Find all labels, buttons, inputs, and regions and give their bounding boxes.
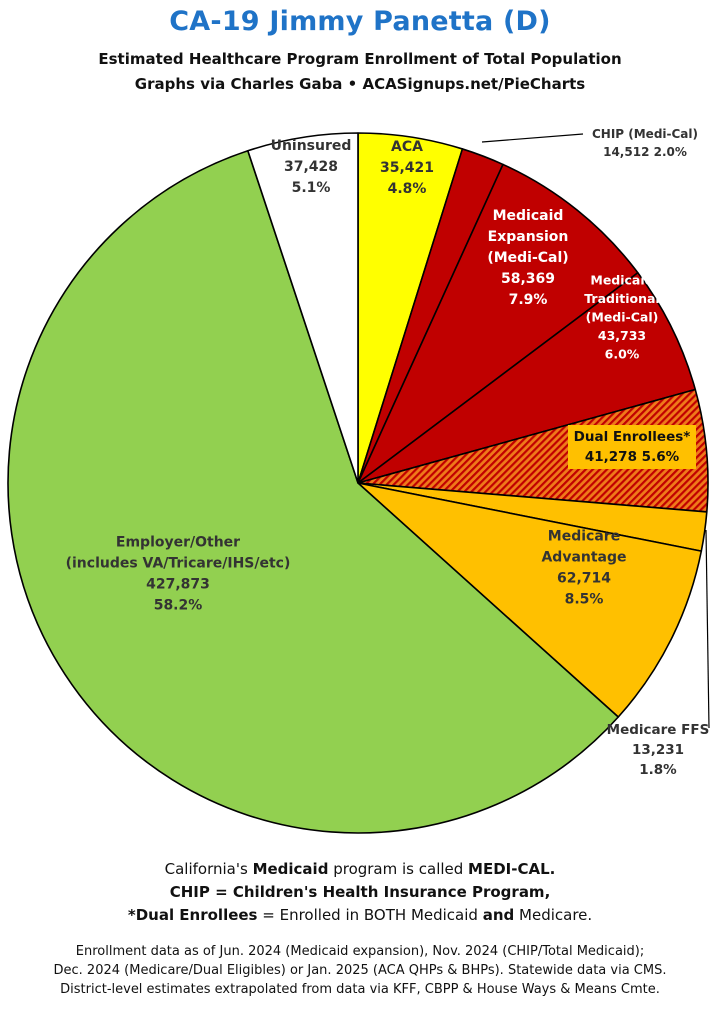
slice-label-medicaid-traditional-medi-cal: 6.0% <box>605 347 640 362</box>
footnote-line: *Dual Enrollees = Enrolled in BOTH Medic… <box>127 906 593 924</box>
source-note-line: Enrollment data as of Jun. 2024 (Medicai… <box>75 944 645 959</box>
slice-uninsured <box>247 132 359 484</box>
slice-label-medicaid-expansion-medi-cal: (Medi-Cal) <box>487 250 568 266</box>
chip-leader-line <box>481 133 584 143</box>
slice-label-medicaid-expansion-medi-cal: Medicaid <box>493 208 564 224</box>
pie-chart: ACA 35,421 4.8% CHIP (Medi-Cal) 14,512 2.0% M… <box>7 127 710 834</box>
slice-label-employer-other-includes-va-tricare-ihs-etc: Employer/Other <box>116 535 240 551</box>
medicare-ffs-leader-line <box>705 529 710 729</box>
slice-label-medicare-advantage: 8.5% <box>565 592 604 608</box>
slice-label-medicare-ffs: 13,231 <box>632 742 684 758</box>
slice-label-medicare-ffs: Medicare FFS <box>607 722 710 738</box>
slice-label-medicare-advantage: Medicare <box>548 529 620 545</box>
chart-credit: Graphs via Charles Gaba • ACASignups.net… <box>134 75 586 93</box>
footnote-sources: Enrollment data as of Jun. 2024 (Medicai… <box>0 942 720 999</box>
slice-label-uninsured: 37,428 <box>284 159 338 175</box>
slice-label-medicaid-expansion-medi-cal: 7.9% <box>509 292 548 308</box>
slice-label-aca: ACA <box>391 139 423 155</box>
footnote-line: CHIP = Children's Health Insurance Progr… <box>169 883 551 901</box>
slice-medicare-advantage <box>357 482 703 718</box>
slice-label-employer-other-includes-va-tricare-ihs-etc: 58.2% <box>154 598 203 614</box>
slice-label-chip-medi-cal: 14,512 2.0% <box>603 145 687 159</box>
slice-label-aca: 4.8% <box>388 181 427 197</box>
slice-label-dual-enrollees: Dual Enrollees* <box>574 429 691 445</box>
slice-label-medicaid-traditional-medi-cal: Medicaid <box>590 273 653 288</box>
slice-label-medicaid-traditional-medi-cal: Traditional <box>584 291 659 306</box>
slice-label-employer-other-includes-va-tricare-ihs-etc: (includes VA/Tricare/IHS/etc) <box>66 556 291 572</box>
slice-label-medicare-advantage: 62,714 <box>557 571 611 587</box>
footnote-main: California's Medicaid program is called … <box>0 858 720 927</box>
slice-label-dual-enrollees: 41,278 5.6% <box>585 449 680 465</box>
slice-label-medicaid-traditional-medi-cal: (Medi-Cal) <box>586 310 659 325</box>
slice-medicaid-expansion-medi-cal <box>357 163 639 484</box>
slice-employer-other-includes-va-tricare-ihs-etc <box>7 149 620 834</box>
slice-label-medicaid-traditional-medi-cal: 43,733 <box>598 328 646 343</box>
slice-label-employer-other-includes-va-tricare-ihs-etc: 427,873 <box>146 577 210 593</box>
slice-label-uninsured: Uninsured <box>271 138 352 154</box>
source-note-line: Dec. 2024 (Medicare/Dual Eligibles) or J… <box>53 963 667 978</box>
slice-label-medicaid-expansion-medi-cal: 58,369 <box>501 271 555 287</box>
source-note-line: District-level estimates extrapolated fr… <box>60 982 660 997</box>
chart-title: CA-19 Jimmy Panetta (D) <box>169 6 551 37</box>
chart-subtitle: Estimated Healthcare Program Enrollment … <box>98 50 622 68</box>
footnote-line: California's Medicaid program is called … <box>164 860 556 878</box>
slice-medicaid-traditional-medi-cal <box>357 271 697 484</box>
slice-label-aca: 35,421 <box>380 160 434 176</box>
slice-label-medicaid-expansion-medi-cal: Expansion <box>488 229 569 245</box>
slice-label-uninsured: 5.1% <box>292 180 331 196</box>
slice-label-medicare-advantage: Advantage <box>541 550 626 566</box>
slice-label-medicare-ffs: 1.8% <box>639 762 677 778</box>
dual-enrollees-label-box <box>568 425 696 469</box>
slice-label-chip-medi-cal: CHIP (Medi-Cal) <box>592 127 698 141</box>
